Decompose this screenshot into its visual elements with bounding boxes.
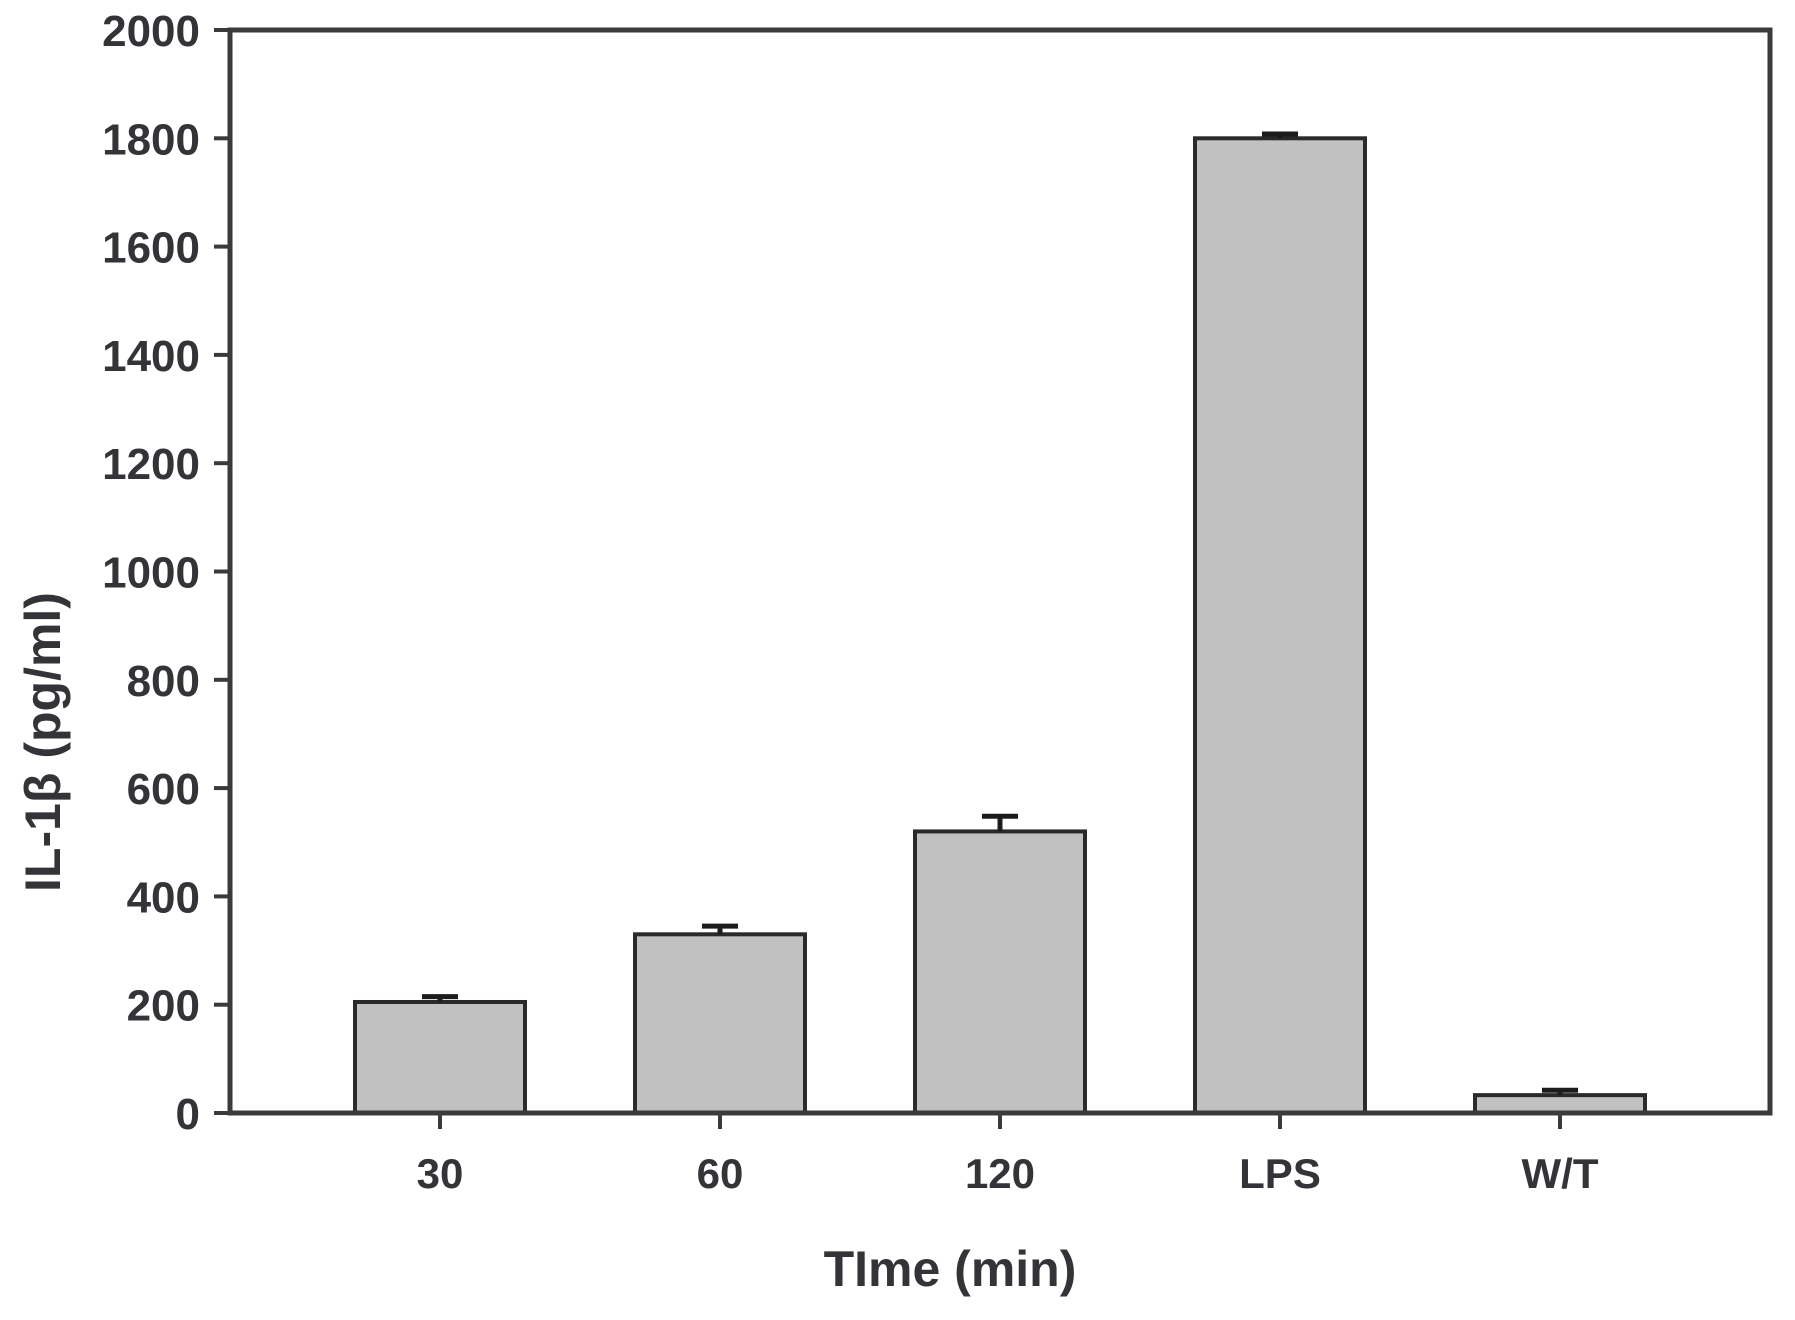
y-axis-ticks: 0 200 400 600 800 1000 1200 1400 1600 1800 2000 <box>102 7 230 1139</box>
bar <box>1193 136 1367 1116</box>
y-axis-title: IL-1β (pg/ml) <box>15 592 71 892</box>
x-axis-title: TIme (min) <box>824 1241 1077 1297</box>
x-tick-label: 120 <box>965 1150 1035 1197</box>
y-tick-label: 400 <box>127 873 200 922</box>
x-tick-label: 60 <box>697 1150 744 1197</box>
bar <box>913 829 1087 1115</box>
x-tick-label: LPS <box>1239 1150 1321 1197</box>
bar <box>1473 1093 1647 1115</box>
y-tick-label: 1600 <box>102 224 200 273</box>
y-tick-label: 200 <box>127 982 200 1031</box>
y-tick-label: 1400 <box>102 332 200 381</box>
y-tick-label: 1200 <box>102 440 200 489</box>
y-tick-label: 800 <box>127 657 200 706</box>
y-tick-label: 600 <box>127 765 200 814</box>
bar <box>353 999 527 1115</box>
x-tick-label: 30 <box>417 1150 464 1197</box>
bar <box>633 932 807 1115</box>
y-tick-label: 1000 <box>102 549 200 598</box>
error-bars <box>422 131 1578 1096</box>
y-tick-label: 2000 <box>102 7 200 56</box>
y-tick-label: 0 <box>176 1090 200 1139</box>
x-axis-ticks: 30 60 120 LPS W/T <box>417 1113 1599 1197</box>
bars <box>353 136 1647 1116</box>
y-tick-label: 1800 <box>102 115 200 164</box>
x-tick-label: W/T <box>1522 1150 1599 1197</box>
